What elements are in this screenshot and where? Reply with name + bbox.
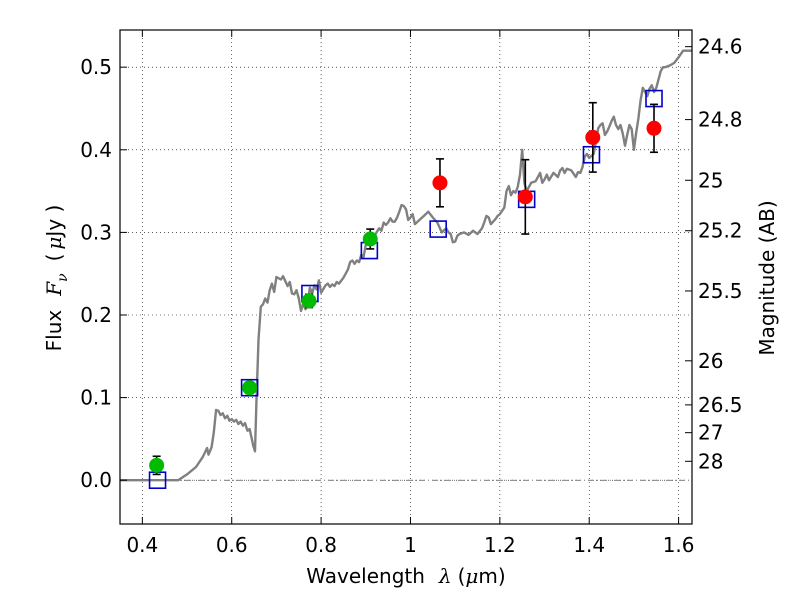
y-tick-label: 0.5 <box>80 55 112 79</box>
magnitude-tick-label: 24.6 <box>698 35 743 59</box>
magnitude-tick-label: 27 <box>698 421 723 445</box>
y-tick-label: 0.1 <box>80 386 112 410</box>
x-axis-label: Wavelength λ (μm) <box>306 564 505 588</box>
y-tick-label: 0.2 <box>80 303 112 327</box>
right-y-axis-label: Magnitude (AB) <box>755 200 779 355</box>
optical-photometry-point <box>301 293 317 309</box>
y-tick-label: 0.0 <box>80 468 112 492</box>
nir-photometry-point <box>585 129 601 145</box>
x-tick-label: 1.4 <box>573 533 605 557</box>
x-tick-label: 1.2 <box>484 533 516 557</box>
magnitude-tick-label: 28 <box>698 449 723 473</box>
plot-frame <box>119 29 693 525</box>
optical-photometry-point <box>362 231 378 247</box>
x-tick-label: 0.4 <box>126 533 158 557</box>
nir-photometry-point <box>646 120 662 136</box>
magnitude-tick-label: 25 <box>698 168 723 192</box>
magnitude-tick-label: 25.5 <box>698 279 743 303</box>
photometry-layer <box>149 101 662 476</box>
magnitude-tick-label: 25.2 <box>698 219 743 243</box>
y-axis-label: FluxFν(μJy ) <box>42 205 71 352</box>
nir-photometry-point <box>432 175 448 191</box>
ticks: 0.4 0.6 0.8 1 1.2 1.4 1.6 0.0 0.1 0.2 0.3 0.4 0.5 24.… <box>80 30 743 557</box>
synthetic-photometry-square <box>429 220 447 238</box>
x-tick-label: 0.6 <box>216 533 248 557</box>
spectrum-layer <box>120 49 692 482</box>
magnitude-tick-label: 24.8 <box>698 108 743 132</box>
magnitude-tick-label: 26.5 <box>698 393 743 417</box>
x-tick-label: 1.6 <box>663 533 695 557</box>
y-tick-label: 0.3 <box>80 220 112 244</box>
nir-photometry-point <box>517 189 533 205</box>
y-tick-label: 0.4 <box>80 138 112 162</box>
optical-photometry-point <box>242 380 258 396</box>
spectrum-line <box>120 49 692 482</box>
x-tick-label: 0.8 <box>305 533 337 557</box>
magnitude-tick-label: 26 <box>698 349 723 373</box>
optical-photometry-point <box>149 457 165 473</box>
x-tick-label: 1 <box>404 533 417 557</box>
synthetic-photometry-square <box>240 378 259 397</box>
synthetic-photometry-square <box>582 145 601 164</box>
grid <box>120 30 692 524</box>
